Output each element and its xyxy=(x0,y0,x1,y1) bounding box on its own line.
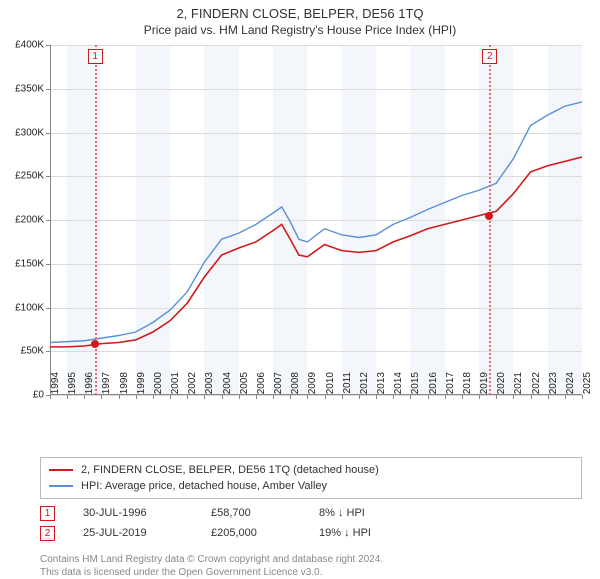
x-tick-label: 1997 xyxy=(101,372,112,394)
sale-marker-icon: 2 xyxy=(40,526,55,541)
x-tick-label: 2012 xyxy=(359,372,370,394)
x-tick-label: 2020 xyxy=(496,372,507,394)
y-tick-label: £150K xyxy=(15,258,44,269)
x-tick-label: 2002 xyxy=(187,372,198,394)
x-tick-label: 2000 xyxy=(153,372,164,394)
x-tick-label: 1996 xyxy=(84,372,95,394)
sales-table: 1 30-JUL-1996 £58,700 8% ↓ HPI 2 25-JUL-2019 £… xyxy=(40,503,582,543)
x-tick-label: 2013 xyxy=(376,372,387,394)
x-tick-label: 2014 xyxy=(393,372,404,394)
x-tick-label: 2023 xyxy=(548,372,559,394)
sale-hpi-diff: 19% ↓ HPI xyxy=(319,527,371,539)
plot-area: £0£50K£100K£150K£200K£250K£300K£350K£400… xyxy=(50,45,582,395)
sale-row: 1 30-JUL-1996 £58,700 8% ↓ HPI xyxy=(40,503,582,523)
x-tick-label: 2024 xyxy=(565,372,576,394)
x-tick-label: 2007 xyxy=(273,372,284,394)
x-tick-label: 2005 xyxy=(239,372,250,394)
x-tick-label: 2010 xyxy=(325,372,336,394)
x-tick-label: 1998 xyxy=(119,372,130,394)
sale-row: 2 25-JUL-2019 £205,000 19% ↓ HPI xyxy=(40,523,582,543)
sale-price: £205,000 xyxy=(211,527,291,539)
legend-label: HPI: Average price, detached house, Ambe… xyxy=(81,478,327,494)
series-line xyxy=(50,157,582,347)
legend-swatch xyxy=(49,485,73,487)
x-tick-label: 2004 xyxy=(222,372,233,394)
sale-hpi-diff: 8% ↓ HPI xyxy=(319,507,365,519)
x-tick-label: 2019 xyxy=(479,372,490,394)
chart-title: 2, FINDERN CLOSE, BELPER, DE56 1TQ xyxy=(0,6,600,21)
x-tick-label: 2009 xyxy=(307,372,318,394)
x-tick-label: 2021 xyxy=(513,372,524,394)
chart-subtitle: Price paid vs. HM Land Registry's House … xyxy=(0,23,600,37)
sale-marker-flag: 1 xyxy=(88,49,103,64)
y-tick-label: £400K xyxy=(15,40,44,51)
y-tick-label: £0 xyxy=(33,390,44,401)
legend-swatch xyxy=(49,469,73,471)
sale-marker-dot xyxy=(91,340,99,348)
x-tick-label: 2003 xyxy=(204,372,215,394)
y-tick-label: £200K xyxy=(15,215,44,226)
sale-date: 25-JUL-2019 xyxy=(83,527,183,539)
x-tick-label: 2025 xyxy=(582,372,593,394)
x-tick-label: 2006 xyxy=(256,372,267,394)
x-tick-label: 1994 xyxy=(50,372,61,394)
x-tick-label: 2022 xyxy=(531,372,542,394)
footer-line-2: This data is licensed under the Open Gov… xyxy=(40,566,582,579)
series-line xyxy=(50,102,582,343)
sale-price: £58,700 xyxy=(211,507,291,519)
x-tick-label: 2001 xyxy=(170,372,181,394)
y-tick-label: £250K xyxy=(15,171,44,182)
x-tick-label: 2016 xyxy=(428,372,439,394)
attribution: Contains HM Land Registry data © Crown c… xyxy=(40,553,582,579)
legend-label: 2, FINDERN CLOSE, BELPER, DE56 1TQ (deta… xyxy=(81,462,379,478)
chart-container: 2, FINDERN CLOSE, BELPER, DE56 1TQ Price… xyxy=(0,6,600,566)
x-tick-label: 2008 xyxy=(290,372,301,394)
legend: 2, FINDERN CLOSE, BELPER, DE56 1TQ (deta… xyxy=(40,457,582,499)
y-tick-label: £300K xyxy=(15,127,44,138)
y-tick-label: £350K xyxy=(15,83,44,94)
x-tick-label: 2018 xyxy=(462,372,473,394)
sale-date: 30-JUL-1996 xyxy=(83,507,183,519)
x-tick-label: 2011 xyxy=(342,372,353,394)
sale-marker-flag: 2 xyxy=(482,49,497,64)
sale-marker-dot xyxy=(485,212,493,220)
y-tick-label: £50K xyxy=(21,346,44,357)
x-tick-label: 2015 xyxy=(410,372,421,394)
x-tick-label: 1999 xyxy=(136,372,147,394)
sale-marker-icon: 1 xyxy=(40,506,55,521)
x-labels: 1994 1995 1996 1997 1998 1999 2000 2001 2002 2003… xyxy=(50,366,582,416)
y-tick-label: £100K xyxy=(15,302,44,313)
x-tick-label: 2017 xyxy=(445,372,456,394)
x-tick-label: 1995 xyxy=(67,372,78,394)
legend-item: HPI: Average price, detached house, Ambe… xyxy=(49,478,573,494)
line-layer xyxy=(50,45,582,395)
sale-marker-line xyxy=(489,45,491,395)
legend-item: 2, FINDERN CLOSE, BELPER, DE56 1TQ (deta… xyxy=(49,462,573,478)
